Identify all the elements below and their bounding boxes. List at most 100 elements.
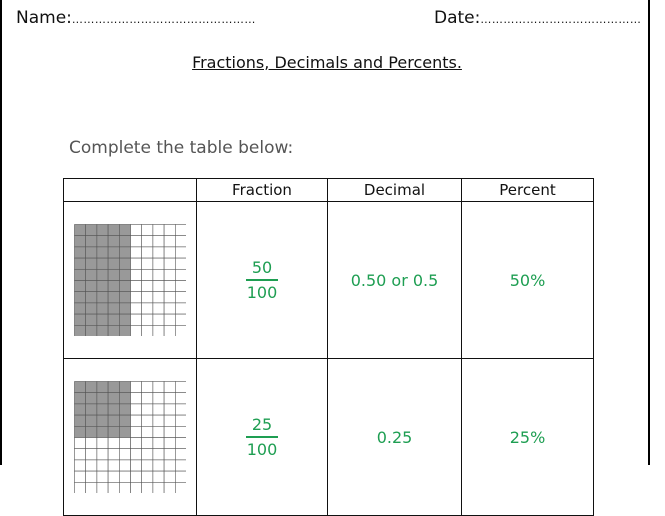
grid-square-shaded bbox=[107, 425, 120, 438]
grid-square bbox=[141, 235, 154, 248]
grid-square bbox=[141, 448, 154, 461]
fraction-cell: 25 100 bbox=[196, 358, 328, 516]
grid-square bbox=[152, 235, 165, 248]
grid-square bbox=[152, 482, 165, 493]
worksheet: Name:………………………………………… Date:…………………………………… bbox=[0, 0, 650, 516]
grid-square bbox=[163, 392, 176, 405]
grid-square bbox=[96, 448, 109, 461]
grid-square-shaded bbox=[85, 224, 98, 236]
grid-square bbox=[141, 280, 154, 292]
grid-square bbox=[141, 425, 154, 438]
grid-square bbox=[175, 257, 186, 270]
grid-square bbox=[107, 459, 120, 472]
grid-square-shaded bbox=[74, 268, 86, 281]
grid-square bbox=[152, 414, 165, 427]
grid-square-shaded bbox=[96, 268, 109, 281]
grid-square-shaded bbox=[85, 302, 98, 315]
grid-square-shaded bbox=[85, 268, 98, 281]
table-row: 25 100 0.25 25% bbox=[63, 358, 594, 516]
grid-square bbox=[141, 381, 154, 393]
grid-square-shaded bbox=[85, 325, 98, 336]
grid-square bbox=[152, 459, 165, 472]
grid-square-shaded bbox=[85, 235, 98, 248]
grid-square-shaded bbox=[118, 425, 131, 438]
name-blank: ………………………………………… bbox=[71, 13, 256, 26]
grid-square bbox=[163, 448, 176, 461]
grid-square bbox=[175, 325, 186, 336]
grid-square bbox=[163, 325, 176, 336]
grid-square bbox=[96, 459, 109, 472]
grid-square bbox=[141, 313, 154, 326]
grid-square bbox=[130, 392, 142, 405]
grid-square-shaded bbox=[118, 268, 131, 281]
grid-square bbox=[130, 291, 142, 304]
grid-square-shaded bbox=[74, 246, 86, 259]
grid-square bbox=[130, 257, 142, 270]
grid-square-shaded bbox=[96, 257, 109, 270]
grid-square-shaded bbox=[118, 403, 131, 416]
grid-square bbox=[175, 302, 186, 315]
hundred-grid-cell bbox=[63, 358, 197, 516]
grid-square bbox=[175, 280, 186, 292]
grid-square bbox=[141, 291, 154, 304]
grid-square-shaded bbox=[74, 425, 86, 438]
grid-square bbox=[163, 235, 176, 248]
grid-square bbox=[163, 257, 176, 270]
date-label: Date: bbox=[434, 8, 481, 28]
fraction-numerator: 25 bbox=[251, 415, 273, 434]
decimal-answer: 0.25 bbox=[376, 427, 413, 447]
grid-square-shaded bbox=[85, 280, 98, 292]
grid-square bbox=[130, 403, 142, 416]
grid-square bbox=[163, 291, 176, 304]
percent-answer: 50% bbox=[509, 270, 546, 290]
grid-square bbox=[175, 381, 186, 393]
grid-square bbox=[152, 268, 165, 281]
grid-square-shaded bbox=[96, 291, 109, 304]
grid-square-shaded bbox=[85, 291, 98, 304]
grid-square bbox=[152, 313, 165, 326]
grid-square-shaded bbox=[118, 257, 131, 270]
grid-square-shaded bbox=[107, 235, 120, 248]
grid-square bbox=[175, 482, 186, 493]
grid-square-shaded bbox=[107, 257, 120, 270]
grid-square bbox=[118, 459, 131, 472]
grid-square-shaded bbox=[74, 235, 86, 248]
grid-square bbox=[107, 437, 120, 449]
grid-square bbox=[163, 414, 176, 427]
grid-square-shaded bbox=[107, 246, 120, 259]
grid-square bbox=[175, 235, 186, 248]
grid-square-shaded bbox=[74, 325, 86, 336]
grid-square bbox=[163, 224, 176, 236]
grid-square bbox=[118, 482, 131, 493]
grid-square bbox=[130, 280, 142, 292]
grid-square bbox=[152, 437, 165, 449]
grid-square bbox=[107, 482, 120, 493]
grid-square bbox=[74, 459, 86, 472]
grid-square bbox=[152, 257, 165, 270]
grid-square bbox=[175, 392, 186, 405]
decimal-answer: 0.50 or 0.5 bbox=[350, 270, 439, 290]
grid-square-shaded bbox=[96, 280, 109, 292]
grid-square bbox=[163, 268, 176, 281]
grid-square-shaded bbox=[118, 313, 131, 326]
grid-square bbox=[130, 246, 142, 259]
grid-square bbox=[152, 448, 165, 461]
grid-square bbox=[163, 246, 176, 259]
grid-square-shaded bbox=[85, 392, 98, 405]
grid-square bbox=[130, 325, 142, 336]
grid-square-shaded bbox=[96, 224, 109, 236]
grid-square bbox=[118, 437, 131, 449]
grid-square bbox=[163, 437, 176, 449]
grid-square bbox=[85, 482, 98, 493]
grid-square bbox=[163, 302, 176, 315]
fraction-denominator: 100 bbox=[246, 440, 278, 459]
fraction-denominator: 100 bbox=[246, 283, 278, 302]
table-row: 50 100 0.50 or 0.5 50% bbox=[63, 201, 594, 359]
grid-square bbox=[163, 403, 176, 416]
grid-square-shaded bbox=[107, 224, 120, 236]
grid-square-shaded bbox=[118, 414, 131, 427]
hundred-grid bbox=[74, 381, 186, 493]
grid-square-shaded bbox=[118, 381, 131, 393]
grid-square bbox=[130, 302, 142, 315]
fraction-bar bbox=[246, 279, 278, 281]
